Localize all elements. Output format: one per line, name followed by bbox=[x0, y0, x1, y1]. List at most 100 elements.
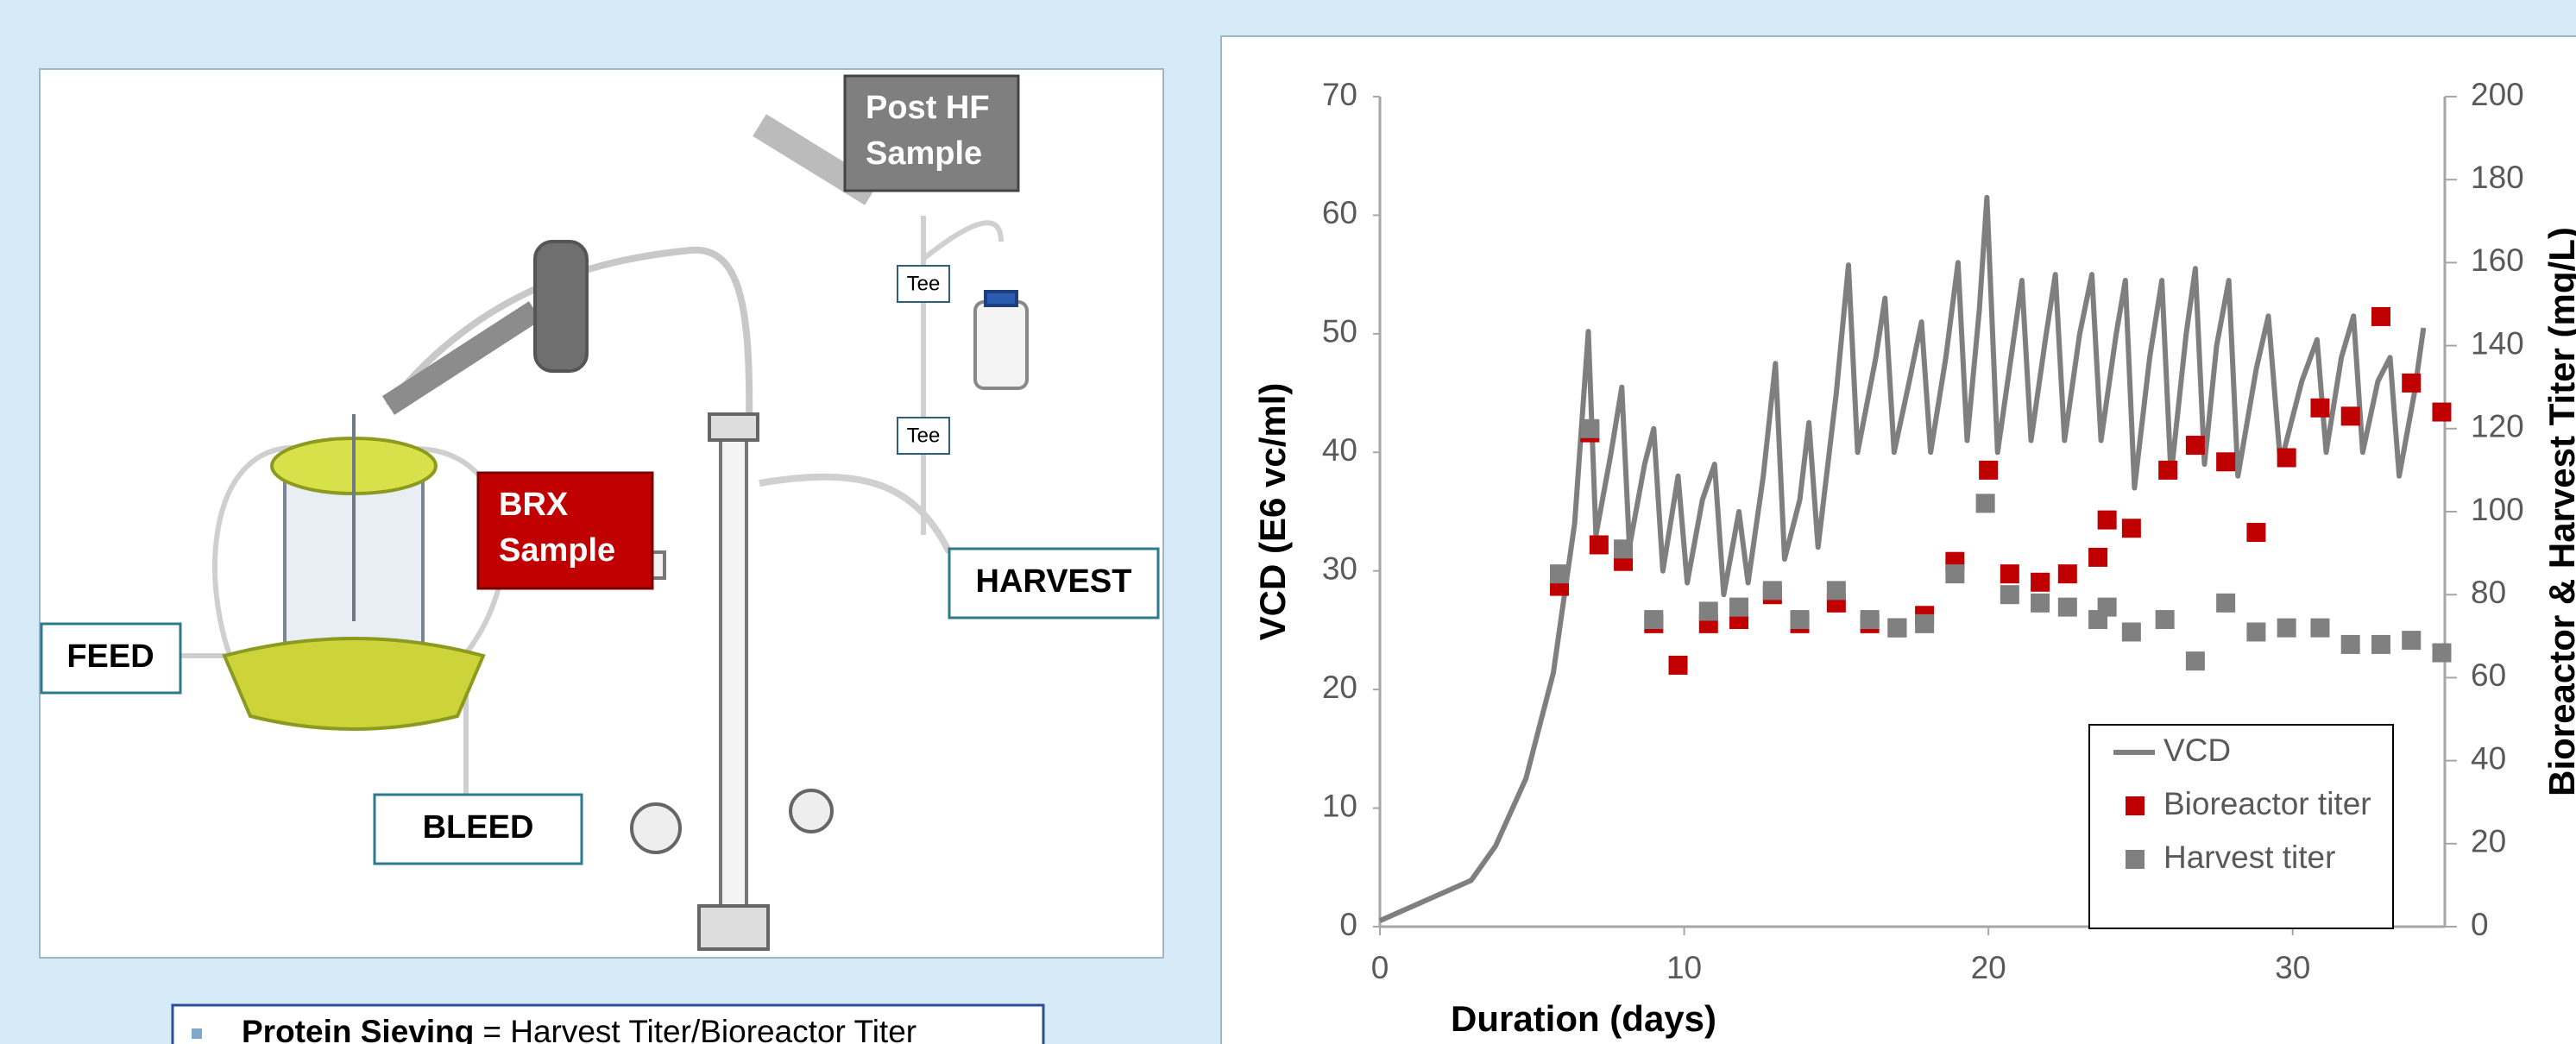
tee-box bbox=[897, 417, 950, 455]
titer-point bbox=[2097, 510, 2117, 530]
y-tick-label: 50 bbox=[1322, 314, 1357, 349]
titer-point bbox=[2097, 597, 2117, 617]
y-tick-label: 70 bbox=[1322, 77, 1357, 112]
titer-point bbox=[2000, 585, 2019, 605]
titer-point bbox=[1887, 618, 1907, 638]
brx-sample-label: BRX bbox=[499, 487, 569, 523]
bullet-text: Protein Sieving = Harvest Titer/Bioreacto… bbox=[242, 1014, 916, 1044]
harvest-box bbox=[948, 547, 1160, 619]
titer-point bbox=[2277, 448, 2296, 468]
y-tick-label: 0 bbox=[1339, 907, 1357, 942]
titer-point bbox=[2185, 436, 2205, 456]
titer-point bbox=[2158, 460, 2178, 480]
x-tick-label: 20 bbox=[1971, 950, 2006, 985]
bullet-definition: = Harvest Titer/Bioreactor Titer bbox=[482, 1014, 916, 1044]
titer-point bbox=[2000, 564, 2019, 584]
y2-tick-label: 180 bbox=[2471, 160, 2524, 195]
post-hf-label: Post HF bbox=[866, 90, 990, 126]
titer-point bbox=[2031, 572, 2050, 592]
tee-label: Tee bbox=[907, 424, 941, 447]
titer-point bbox=[1945, 564, 1965, 584]
titer-point bbox=[1698, 601, 1718, 621]
titer-point bbox=[2057, 564, 2077, 584]
titer-point bbox=[1915, 613, 1935, 633]
y-axis-title: VCD (E6 vc/ml) bbox=[1252, 383, 1293, 641]
feed-box bbox=[40, 622, 182, 695]
feed-label: FEED bbox=[66, 638, 154, 675]
post-hf-label: Sample bbox=[866, 135, 982, 172]
x-tick-label: 10 bbox=[1666, 950, 1702, 985]
legend-box bbox=[2088, 724, 2394, 929]
x-axis-title: Duration (days) bbox=[1451, 998, 1716, 1039]
x-tick-label: 0 bbox=[1371, 950, 1389, 985]
titer-point bbox=[2185, 651, 2205, 671]
y-tick-label: 10 bbox=[1322, 788, 1357, 823]
y-tick-label: 60 bbox=[1322, 195, 1357, 230]
titer-point bbox=[2371, 634, 2390, 654]
vcd-line bbox=[1378, 194, 2427, 923]
y2-tick-label: 120 bbox=[2471, 409, 2524, 444]
brx-sample-box bbox=[476, 471, 654, 590]
legend-label: Bioreactor titer bbox=[2163, 786, 2371, 821]
titer-point bbox=[2340, 634, 2360, 654]
titer-point bbox=[1550, 564, 1570, 584]
legend-swatch bbox=[2126, 850, 2145, 869]
titer-point bbox=[1668, 655, 1688, 675]
legend-swatch bbox=[2126, 796, 2145, 815]
titer-point bbox=[1860, 610, 1880, 630]
titer-point bbox=[2216, 593, 2236, 613]
titer-point bbox=[1979, 460, 1999, 480]
harvest-label: HARVEST bbox=[976, 563, 1132, 600]
titer-point bbox=[2246, 622, 2266, 642]
titer-point bbox=[2432, 643, 2452, 663]
y2-tick-label: 20 bbox=[2471, 824, 2506, 859]
tee-label: Tee bbox=[907, 272, 941, 295]
titer-point bbox=[1975, 494, 1995, 513]
bleed-label: BLEED bbox=[423, 809, 534, 846]
titer-point bbox=[1790, 610, 1810, 630]
bullet-marker bbox=[192, 1028, 202, 1039]
titer-point bbox=[2216, 452, 2236, 472]
apparatus bbox=[181, 114, 1029, 951]
titer-point bbox=[1580, 418, 1600, 438]
y2-tick-label: 60 bbox=[2471, 657, 2506, 693]
titer-point bbox=[2155, 610, 2175, 630]
titer-point bbox=[2310, 398, 2330, 418]
bullet-box bbox=[171, 1003, 1045, 1044]
titer-point bbox=[2121, 622, 2141, 642]
y2-tick-label: 80 bbox=[2471, 575, 2506, 610]
titer-point bbox=[1729, 597, 1749, 617]
titer-point bbox=[2277, 618, 2296, 638]
titer-point bbox=[1644, 610, 1664, 630]
y-tick-label: 20 bbox=[1322, 670, 1357, 705]
y2-tick-label: 100 bbox=[2471, 492, 2524, 527]
titer-point bbox=[2121, 519, 2141, 538]
y2-tick-label: 160 bbox=[2471, 242, 2524, 278]
y-tick-label: 40 bbox=[1322, 432, 1357, 468]
titer-point bbox=[2057, 597, 2077, 617]
y2-tick-label: 200 bbox=[2471, 77, 2524, 112]
legend-label: Harvest titer bbox=[2163, 840, 2335, 875]
y2-tick-label: 140 bbox=[2471, 325, 2524, 361]
titer-point bbox=[1589, 535, 1609, 555]
titer-point bbox=[2031, 593, 2050, 613]
y2-axis-title: Bioreactor & Harvest Titer (mg/L) bbox=[2541, 227, 2576, 796]
titer-point bbox=[2402, 631, 2422, 651]
y-tick-label: 30 bbox=[1322, 550, 1357, 586]
x-tick-label: 30 bbox=[2275, 950, 2310, 985]
titer-point bbox=[2310, 618, 2330, 638]
legend-label: VCD bbox=[2163, 733, 2231, 768]
titer-point bbox=[2340, 406, 2360, 426]
y2-tick-label: 40 bbox=[2471, 740, 2506, 776]
bleed-box bbox=[373, 793, 583, 865]
titer-point bbox=[2432, 402, 2452, 422]
titer-point bbox=[2088, 547, 2108, 567]
bullet-term: Protein Sieving bbox=[242, 1014, 474, 1044]
titer-point bbox=[1614, 539, 1634, 559]
post-hf-box bbox=[843, 74, 1020, 192]
tee-box bbox=[897, 265, 950, 303]
titer-point bbox=[1826, 581, 1846, 601]
y2-tick-label: 0 bbox=[2471, 907, 2489, 942]
